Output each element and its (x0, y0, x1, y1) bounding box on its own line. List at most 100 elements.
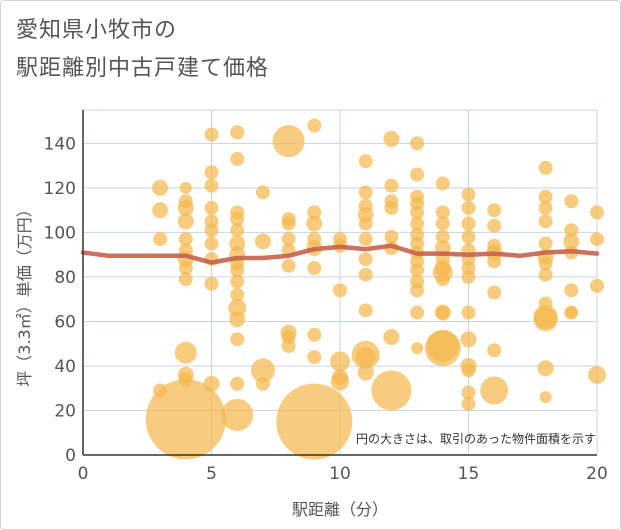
bubble-point (564, 283, 579, 298)
bubble-point (178, 261, 193, 276)
bubble-point (487, 218, 502, 233)
bubble-point (538, 214, 553, 229)
bubble-point (410, 263, 425, 278)
bubble-point (178, 272, 193, 287)
bubble-point (229, 311, 246, 328)
bubble-point (538, 189, 553, 204)
bubble-point (230, 125, 245, 140)
bubble-point (435, 176, 450, 191)
chart-title-line2: 駅距離別中古戸建て価格 (16, 56, 270, 81)
bubble-point (178, 232, 193, 247)
bubble-point (461, 200, 476, 215)
bubble-point (487, 203, 502, 218)
bubble-point (461, 229, 476, 244)
bubble-point (355, 347, 376, 368)
bubble-point (178, 194, 193, 209)
bubble-point (538, 267, 553, 282)
bubble-point (533, 307, 558, 332)
bubble-point (487, 343, 502, 358)
bubble-point (204, 200, 219, 215)
x-tick-label: 0 (78, 464, 89, 484)
bubble-point (435, 272, 450, 287)
bubble-point (272, 125, 305, 158)
bubble-point (204, 165, 219, 180)
bubble-point (590, 205, 604, 220)
bubble-point (307, 350, 322, 365)
y-tick-label: 20 (54, 401, 76, 421)
bubble-point (255, 185, 270, 200)
bubble-point (255, 376, 270, 391)
bubble-point (307, 205, 322, 220)
bubble-point (538, 200, 553, 215)
bubble-point (307, 232, 322, 247)
bubble-point (563, 233, 580, 250)
y-tick-label: 140 (44, 134, 76, 154)
bubble-point (307, 327, 322, 342)
bubble-point (281, 258, 296, 273)
bubble-point (564, 223, 579, 238)
bubble-point (461, 216, 476, 231)
bubble-point (538, 296, 553, 311)
bubble-point (145, 379, 226, 460)
bubble-point (410, 136, 425, 151)
bubble-point (539, 391, 552, 404)
bubble-point (152, 202, 169, 219)
bubble-point (228, 299, 247, 318)
bubble-point (358, 303, 373, 318)
bubble-point (357, 364, 374, 381)
bubble-point (461, 396, 476, 411)
bubble-point (281, 232, 296, 247)
bubble-point (358, 154, 373, 169)
bubble-point (384, 200, 399, 215)
x-tick-label: 15 (458, 464, 480, 484)
bubble-point (203, 375, 220, 392)
bubble-point (230, 287, 245, 302)
bubble-point (411, 342, 424, 355)
bubble-point (230, 274, 245, 289)
bubble-point (250, 358, 275, 383)
bubble-point (383, 329, 400, 346)
bubble-point (358, 232, 373, 247)
x-tick-label: 20 (586, 464, 608, 484)
bubble-point (230, 151, 245, 166)
bubble-point (306, 215, 323, 232)
bubble-point (358, 216, 373, 231)
bubble-point (276, 383, 353, 460)
y-axis-title: 坪（3.3㎡）単価（万円） (15, 201, 34, 386)
bubble-point (204, 276, 219, 291)
bubble-point (384, 229, 399, 244)
bubble-point (204, 178, 219, 193)
bubble-layer (145, 118, 606, 460)
y-tick-label: 40 (54, 357, 76, 377)
x-axis-title: 駅距離（分） (292, 500, 388, 519)
bubble-point (487, 238, 502, 253)
bubble-point (435, 216, 450, 231)
bubble-point (358, 252, 373, 267)
bubble-point (538, 160, 553, 175)
bubble-point (538, 236, 553, 251)
bubble-point (153, 383, 168, 398)
bubble-size-note: 円の大きさは、取引のあった物件面積を示す (356, 431, 596, 446)
bubble-point (410, 305, 425, 320)
bubble-point (384, 178, 399, 193)
x-tick-label: 5 (206, 464, 217, 484)
trend-layer (80, 243, 600, 265)
bubble-point (229, 235, 246, 252)
bubble-point (460, 331, 477, 348)
bubble-point (410, 216, 425, 231)
bubble-point (230, 263, 245, 278)
bubble-point (487, 285, 502, 300)
bubble-point (590, 232, 604, 247)
bubble-point (332, 369, 348, 386)
bubble-point (358, 267, 373, 282)
bubble-point (254, 233, 271, 250)
bubble-point (230, 376, 245, 391)
bubble-point (435, 305, 450, 320)
bubble-point (174, 341, 197, 364)
bubble-point (590, 278, 604, 293)
bubble-point (281, 338, 296, 353)
bubble-point (230, 212, 245, 227)
bubble-point (383, 130, 400, 147)
x-tick-label: 10 (329, 464, 351, 484)
